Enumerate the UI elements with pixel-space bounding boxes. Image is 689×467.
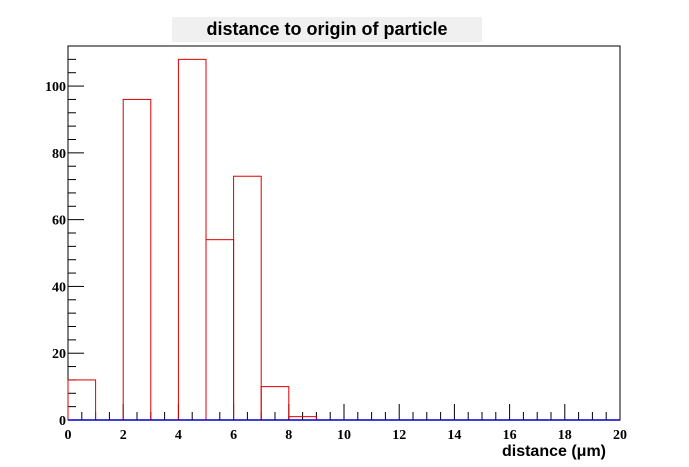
x-tick-label: 14 — [447, 428, 461, 443]
plot-frame — [67, 45, 621, 421]
y-tick-label: 0 — [59, 414, 66, 429]
y-tick-label: 20 — [52, 347, 66, 362]
x-tick-label: 10 — [337, 428, 351, 443]
y-tick-label: 100 — [45, 80, 66, 95]
x-tick-label: 20 — [613, 428, 627, 443]
x-tick-label: 4 — [175, 428, 182, 443]
x-tick-label: 16 — [503, 428, 517, 443]
chart-title: distance to origin of particle — [172, 17, 482, 42]
x-tick-label: 18 — [558, 428, 572, 443]
x-tick-label: 6 — [230, 428, 237, 443]
x-tick-label: 8 — [285, 428, 292, 443]
y-tick-label: 60 — [52, 214, 66, 229]
x-tick-label: 12 — [392, 428, 406, 443]
x-axis-labels: 0 2 4 6 8 10 12 14 16 18 20 — [65, 428, 628, 443]
x-axis-title: distance (μm) — [502, 443, 606, 460]
y-tick-label: 80 — [52, 147, 66, 162]
x-tick-label: 2 — [120, 428, 127, 443]
y-tick-label: 40 — [52, 280, 66, 295]
y-axis-labels: 0 20 40 60 80 100 — [45, 80, 66, 429]
x-tick-label: 0 — [65, 428, 72, 443]
